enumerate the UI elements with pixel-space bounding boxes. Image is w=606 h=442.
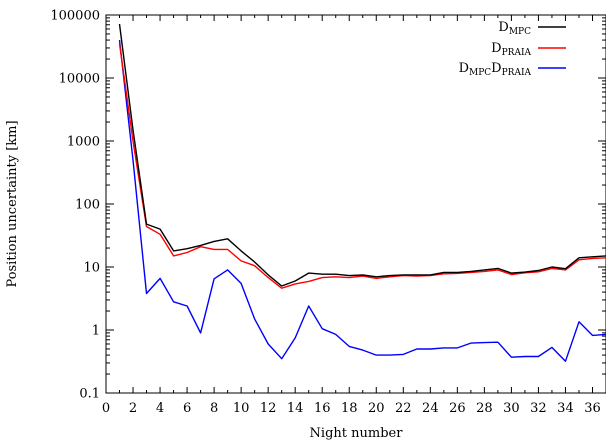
x-tick-label: 0 — [102, 401, 110, 416]
x-tick-label: 14 — [287, 401, 304, 416]
series-lines — [118, 23, 606, 362]
y-tick-label: 1000 — [67, 135, 100, 150]
y-tick-label: 10000 — [59, 72, 100, 87]
y-axis-ticks: 0.1 1 10 100 1000 10000 100000 — [50, 9, 606, 402]
x-tick-label: 20 — [368, 401, 385, 416]
x-tick-label: 2 — [129, 401, 137, 416]
series-line-0 — [118, 23, 606, 287]
series-line-1 — [118, 43, 606, 289]
x-tick-label: 28 — [476, 401, 493, 416]
x-tick-label: 22 — [395, 401, 412, 416]
x-axis-label: Night number — [310, 426, 404, 441]
plot-frame — [105, 14, 606, 394]
x-tick-label: 18 — [341, 401, 358, 416]
y-axis-label: Position uncertainty [km] — [5, 120, 20, 287]
y-tick-label: 100000 — [50, 9, 100, 24]
y-tick-label: 1 — [92, 324, 100, 339]
legend-label-0: DMPC — [498, 20, 531, 37]
y-tick-label: 100 — [75, 198, 100, 213]
x-tick-label: 36 — [584, 401, 601, 416]
x-tick-label: 12 — [260, 401, 277, 416]
legend-label-1: DPRAIA — [491, 41, 531, 58]
x-tick-label: 16 — [314, 401, 331, 416]
legend-label-2: DMPCDPRAIA — [459, 61, 532, 78]
x-tick-label: 32 — [530, 401, 547, 416]
y-tick-label: 0.1 — [79, 387, 100, 402]
x-tick-label: 4 — [156, 401, 164, 416]
x-tick-label: 6 — [183, 401, 191, 416]
x-tick-label: 8 — [210, 401, 218, 416]
x-axis-ticks: 0 2 4 6 8 10 12 14 16 18 20 22 24 26 28 30 32 34 36 — [102, 15, 601, 416]
x-tick-label: 24 — [422, 401, 439, 416]
x-tick-label: 34 — [557, 401, 574, 416]
x-tick-label: 10 — [233, 401, 250, 416]
x-tick-label: 30 — [503, 401, 520, 416]
x-tick-label: 26 — [449, 401, 466, 416]
series-line-2 — [118, 40, 606, 362]
y-tick-label: 10 — [83, 261, 100, 276]
